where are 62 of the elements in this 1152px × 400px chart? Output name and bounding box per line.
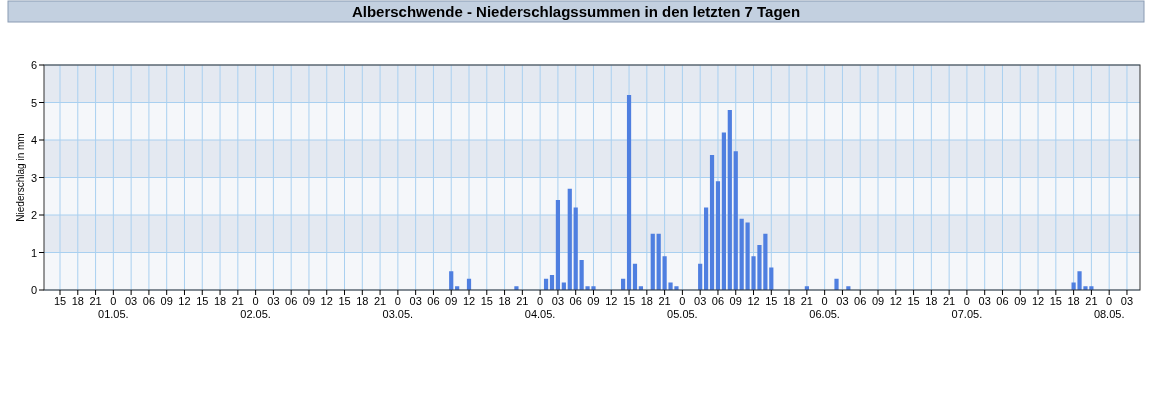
x-tick-label: 09	[302, 295, 316, 307]
x-tick-label: 21	[800, 295, 813, 307]
x-tick-label: 09	[160, 295, 173, 307]
y-tick-label: 5	[30, 96, 37, 109]
x-tick-label: 12	[1031, 295, 1045, 307]
chart-title: Alberschwende - Niederschlagssummen in den letzten 7 Tagen	[351, 3, 801, 20]
x-tick-label: 21	[89, 295, 102, 307]
x-tick-label: 03	[836, 295, 849, 307]
x-tick-label: 21	[943, 295, 956, 307]
x-tick-label: 09	[729, 295, 742, 307]
x-tick-label: 03	[409, 295, 422, 307]
x-tick-label: 18	[213, 295, 227, 307]
x-tick-label: 18	[640, 295, 653, 307]
y-tick-label: 0	[30, 284, 37, 296]
x-tick-label: 18	[356, 295, 369, 307]
x-tick-label: 18	[925, 295, 938, 307]
x-tick-label: 09	[587, 295, 600, 307]
y-tick-label: 3	[30, 171, 37, 184]
x-tick-label: 12	[320, 295, 333, 307]
x-tick-label: 09	[445, 295, 458, 307]
x-tick-label: 12	[747, 295, 760, 307]
x-tick-label: 12	[462, 295, 476, 307]
x-tick-label: 21	[231, 295, 244, 307]
x-tick-label: 06	[427, 295, 440, 307]
x-tick-label: 06	[996, 295, 1009, 307]
x-tick-label: 06	[854, 295, 867, 307]
x-tick-label: 15	[53, 295, 67, 307]
x-tick-label: 03	[978, 295, 991, 307]
x-tick-label: 15	[765, 295, 778, 307]
y-tick-label: 6	[30, 59, 37, 71]
x-tick-label: 21	[658, 295, 671, 307]
x-tick-label: 06	[285, 295, 298, 307]
x-tick-label: 15	[196, 295, 209, 307]
x-tick-label: 15	[907, 295, 920, 307]
x-tick-label: 06	[569, 295, 582, 307]
x-tick-label: 15	[338, 295, 351, 307]
x-tick-label: 03	[694, 295, 707, 307]
y-axis-title: Niederschlag in mm	[15, 133, 26, 222]
x-tick-label: 18	[1067, 295, 1080, 307]
y-tick-label: 4	[30, 134, 37, 146]
x-tick-label: 06	[711, 295, 725, 307]
x-tick-label: 03	[267, 295, 280, 307]
x-tick-label: 18	[71, 295, 84, 307]
x-tick-label: 03	[1120, 295, 1134, 307]
x-tick-label: 15	[480, 295, 493, 307]
x-tick-label: 12	[889, 295, 902, 307]
x-tick-label: 21	[1085, 295, 1098, 307]
y-tick-label: 2	[30, 209, 37, 221]
x-tick-label: 03	[551, 295, 565, 307]
x-tick-label: 18	[782, 295, 796, 307]
y-tick-label: 1	[30, 246, 37, 259]
x-tick-label: 21	[516, 295, 529, 307]
x-tick-label: 15	[1049, 295, 1062, 307]
x-tick-label: 12	[178, 295, 191, 307]
x-tick-label: 15	[622, 295, 636, 307]
x-tick-label: 03	[125, 295, 138, 307]
x-tick-label: 18	[498, 295, 511, 307]
x-tick-label: 09	[1014, 295, 1027, 307]
x-tick-label: 12	[605, 295, 618, 307]
x-tick-label: 21	[373, 295, 387, 307]
x-tick-label: 09	[871, 295, 885, 307]
x-tick-label: 06	[142, 295, 156, 307]
